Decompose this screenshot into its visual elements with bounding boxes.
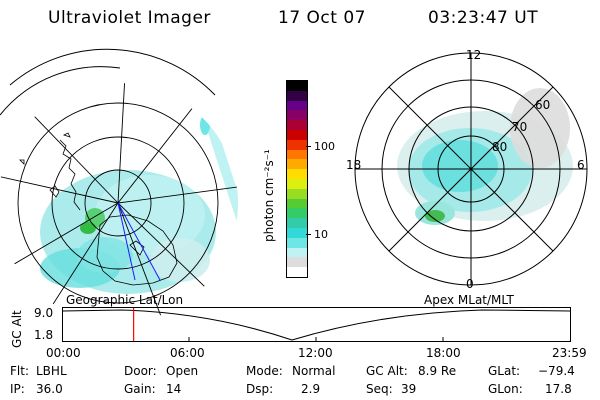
time-tick-0000: 00:00 [46, 346, 81, 360]
door-value: Open [166, 364, 199, 378]
glat-label: GLat: [488, 364, 521, 378]
colorbar-swatch [287, 247, 307, 258]
mlt-label-12: 12 [466, 48, 482, 62]
colorbar-swatch [287, 257, 307, 268]
altitude-strip-plot [62, 307, 571, 342]
colorbar-unit-label: photon cm⁻²s⁻¹ [262, 149, 276, 242]
flt-value: LBHL [36, 364, 67, 378]
colorbar [286, 80, 308, 278]
seq-value: 39 [401, 382, 417, 396]
gc-alt-axis-label: GC Alt [10, 310, 24, 348]
gc-alt-max-label: 9.0 [34, 306, 54, 320]
colorbar-swatch [287, 237, 307, 248]
ip-label: IP: [10, 382, 25, 396]
colorbar-swatch [287, 198, 307, 209]
colorbar-swatch [287, 130, 307, 140]
colorbar-swatch [287, 81, 307, 91]
gc-alt-status-value: 8.9 Re [418, 364, 457, 378]
time-tick-2359: 23:59 [552, 346, 587, 360]
dsp-label: Dsp: [246, 382, 274, 396]
observation-date: 17 Oct 07 [278, 8, 366, 28]
colorbar-swatch [287, 159, 307, 170]
time-tick-1200: 12:00 [298, 346, 333, 360]
glon-value: 17.8 [545, 382, 572, 396]
time-tick-1800: 18:00 [426, 346, 461, 360]
colorbar-label-100: 100 [314, 140, 335, 153]
ip-value: 36.0 [36, 382, 63, 396]
colorbar-swatch [287, 110, 307, 121]
colorbar-swatch [287, 208, 307, 219]
geographic-label: Geographic Lat/Lon [66, 293, 184, 307]
mlt-label-0: 0 [466, 277, 474, 291]
colorbar-swatch [287, 179, 307, 189]
mlat-label-60: 60 [535, 98, 551, 112]
colorbar-swatch [287, 188, 307, 199]
colorbar-label-10: 10 [314, 228, 328, 241]
colorbar-tick-10 [306, 234, 311, 235]
colorbar-swatch [287, 218, 307, 229]
colorbar-swatch [287, 120, 307, 131]
colorbar-swatch [287, 149, 307, 160]
dsp-value: 2.9 [301, 382, 321, 396]
mlt-label-6: 6 [577, 158, 585, 172]
instrument-title: Ultraviolet Imager [48, 8, 211, 28]
colorbar-swatch [287, 100, 307, 111]
colorbar-swatch [287, 169, 307, 180]
mlt-label-18: 18 [346, 158, 362, 172]
geographic-map [0, 48, 238, 323]
gain-value: 14 [166, 382, 182, 396]
colorbar-swatch [287, 228, 307, 238]
observation-time: 03:23:47 UT [428, 8, 539, 28]
aurora-emission-left [40, 115, 238, 294]
apex-label: Apex MLat/MLT [424, 293, 514, 307]
mode-value: Normal [292, 364, 336, 378]
colorbar-swatch [287, 267, 307, 277]
mlat-label-80: 80 [492, 140, 508, 154]
noon-meridian [117, 202, 161, 281]
glat-value: −79.4 [538, 364, 575, 378]
flt-label: Flt: [10, 364, 29, 378]
glon-label: GLon: [488, 382, 523, 396]
gc-alt-min-label: 1.8 [34, 328, 54, 342]
gain-label: Gain: [124, 382, 156, 396]
colorbar-swatch [287, 90, 307, 101]
subsolar-line [117, 202, 136, 281]
time-tick-0600: 06:00 [170, 346, 205, 360]
mode-label: Mode: [246, 364, 283, 378]
door-label: Door: [124, 364, 157, 378]
colorbar-tick-100 [306, 146, 311, 147]
mlat-label-70: 70 [512, 120, 528, 134]
magnetic-polar-plot [354, 52, 588, 286]
gc-alt-status-label: GC Alt: [366, 364, 408, 378]
seq-label: Seq: [366, 382, 393, 396]
colorbar-swatch [287, 139, 307, 150]
